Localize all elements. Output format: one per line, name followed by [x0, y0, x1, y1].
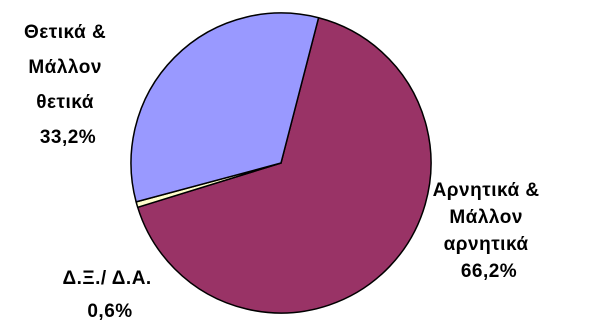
- pie-slice-0: [136, 17, 432, 314]
- label-positive: Θετικά & Μάλλον θετικά 33,2%: [24, 22, 112, 148]
- svg-text:Θετικά & Μάλλον θε: Θετικά & Μάλλον θετικά 33,2%: [24, 22, 112, 148]
- label-positive-line-1: Θετικά &: [24, 22, 106, 43]
- label-negative-value: 66,2%: [461, 261, 517, 282]
- label-dont-know-value: 0,6%: [87, 301, 132, 322]
- label-positive-line-3: θετικά: [36, 92, 94, 113]
- label-dont-know: Δ.Ξ./ Δ.Α. 0,6%: [62, 268, 157, 322]
- label-negative-line-2: Μάλλον: [449, 207, 523, 228]
- label-dont-know-line-1: Δ.Ξ./ Δ.Α.: [62, 268, 151, 289]
- svg-text:Αρνητικά & Μάλλον: Αρνητικά & Μάλλον αρνητικά 66,2%: [433, 180, 546, 282]
- label-negative: Αρνητικά & Μάλλον αρνητικά 66,2%: [433, 180, 546, 282]
- label-positive-line-2: Μάλλον: [28, 57, 102, 78]
- label-negative-line-1: Αρνητικά &: [433, 180, 540, 201]
- pie-slices: [130, 12, 432, 314]
- label-positive-value: 33,2%: [40, 127, 96, 148]
- pie-slice-2: [130, 12, 320, 203]
- svg-text:Δ.Ξ./ Δ.Α. 0,6%: Δ.Ξ./ Δ.Α. 0,6%: [62, 268, 157, 322]
- label-negative-line-3: αρνητικά: [444, 234, 529, 255]
